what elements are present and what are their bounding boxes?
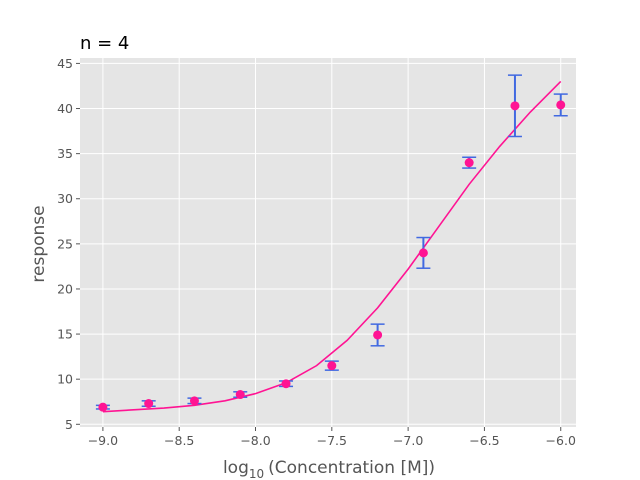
data-point <box>281 379 291 389</box>
x-axis-label-suffix: (Concentration [M]) <box>268 458 435 478</box>
y-tick-label: 15 <box>57 327 73 342</box>
data-point <box>144 399 154 409</box>
x-tick-label: −8.5 <box>164 433 194 448</box>
data-points <box>98 100 566 412</box>
data-point <box>373 330 383 340</box>
data-point <box>556 100 566 110</box>
chart-title: n = 4 <box>80 33 129 54</box>
x-tick-label: −6.5 <box>469 433 499 448</box>
y-tick-label: 20 <box>57 281 73 296</box>
data-point <box>235 390 245 400</box>
data-point <box>189 396 199 406</box>
y-tick-label: 35 <box>57 146 73 161</box>
data-point <box>98 402 108 412</box>
x-tick-label: −7.0 <box>393 433 423 448</box>
x-axis-label: log10 (Concentration [M]) <box>223 458 435 480</box>
fit-curve <box>102 80 562 413</box>
x-tick-label: −9.0 <box>88 433 118 448</box>
data-point <box>464 158 474 168</box>
y-tick-label: 45 <box>57 56 73 71</box>
plot-background <box>80 58 576 427</box>
y-tick-label: 10 <box>57 372 73 387</box>
x-axis-label-prefix: log <box>223 458 249 478</box>
y-axis-ticks: 5 10 15 20 25 30 35 40 45 <box>57 56 80 432</box>
y-tick-label: 30 <box>57 191 73 206</box>
data-point <box>418 248 428 258</box>
x-tick-label: −7.5 <box>317 433 347 448</box>
y-tick-label: 25 <box>57 236 73 251</box>
x-tick-label: −8.0 <box>240 433 270 448</box>
data-point <box>510 101 520 111</box>
x-axis-ticks: −9.0 −8.5 −8.0 −7.5 −7.0 −6.5 −6.0 <box>88 427 576 448</box>
y-tick-label: 5 <box>65 417 73 432</box>
y-axis-label: response <box>29 205 49 282</box>
x-tick-label: −6.0 <box>546 433 576 448</box>
y-tick-label: 40 <box>57 101 73 116</box>
data-point <box>327 361 337 371</box>
x-axis-label-subscript: 10 <box>249 467 264 480</box>
